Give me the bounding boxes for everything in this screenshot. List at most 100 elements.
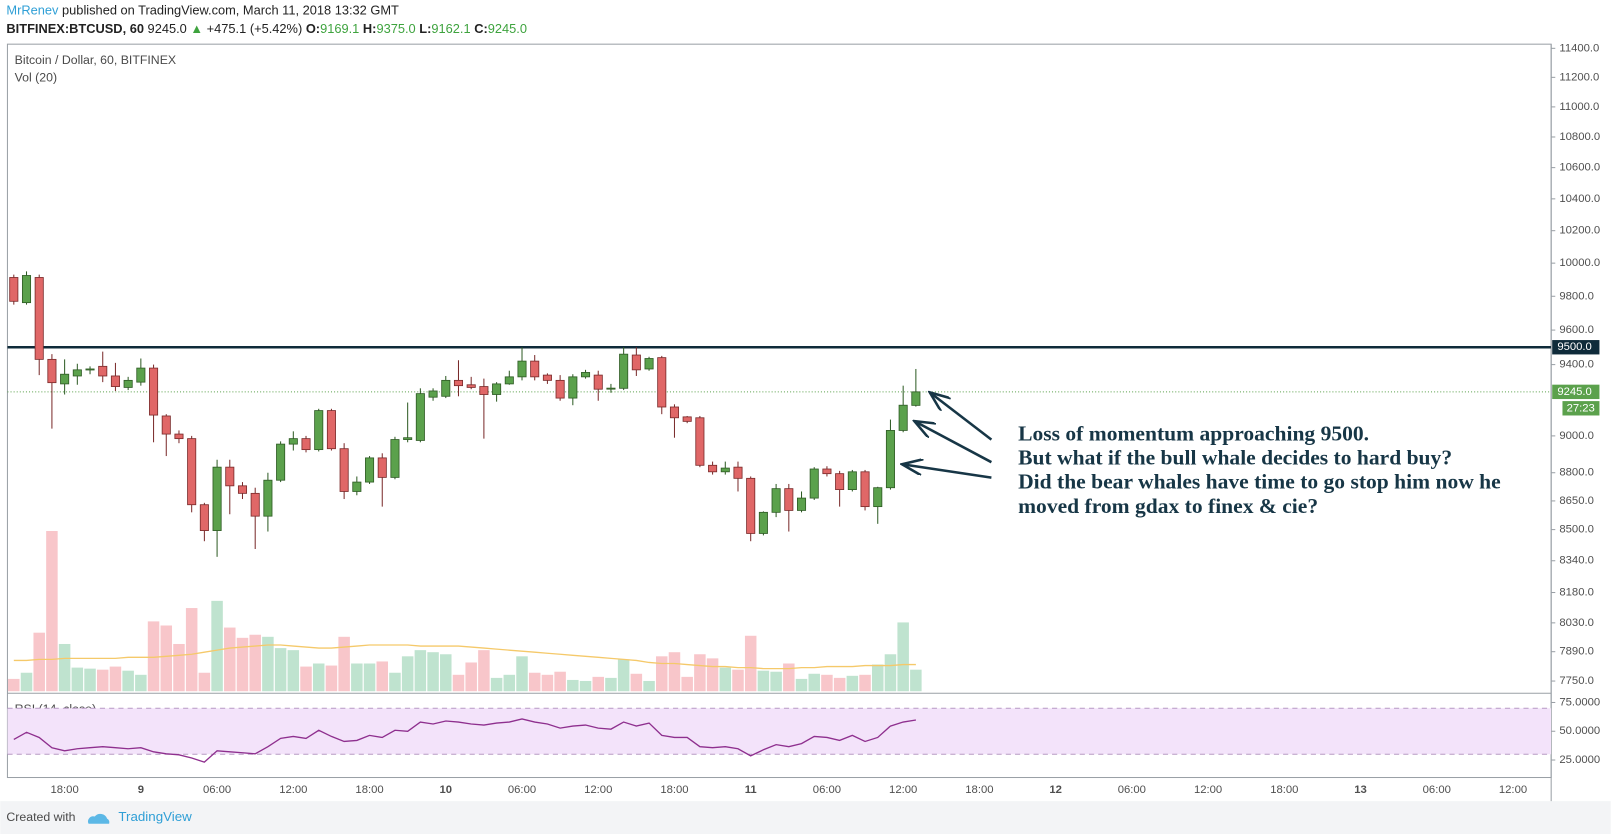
- publish-line: MrRenev published on TradingView.com, Ma…: [6, 3, 399, 18]
- volume-bar: [808, 673, 820, 692]
- x-tick-label: 11: [745, 784, 757, 796]
- volume-bar: [795, 678, 808, 692]
- x-tick-label: 06:00: [1118, 784, 1146, 796]
- high-label: H:: [363, 21, 377, 36]
- candle-body: [21, 275, 32, 304]
- y-tick-label: 11400.0: [1559, 42, 1599, 54]
- volume-bar: [630, 673, 643, 692]
- close-label: C:: [474, 21, 488, 36]
- logo: [88, 813, 110, 824]
- rsi-tick-label: 25.0000: [1559, 754, 1600, 766]
- published: published on TradingView.com, March 11, …: [62, 3, 399, 18]
- volume-bar: [173, 643, 185, 692]
- x-tick-label: 06:00: [203, 784, 231, 796]
- volume-bar: [643, 680, 655, 692]
- y-tick-label: 9800.0: [1559, 290, 1594, 302]
- y-tick-label: 10800.0: [1559, 131, 1600, 143]
- volume-bar: [135, 674, 147, 692]
- volume-bar: [617, 659, 630, 692]
- volume-bar: [325, 665, 338, 692]
- candle-body: [453, 379, 464, 387]
- y-tick-label: 8650.0: [1559, 495, 1594, 507]
- candle-body: [441, 379, 451, 397]
- volume-bar: [312, 663, 325, 692]
- y-tick-label: 8800.0: [1559, 467, 1594, 479]
- y-tick-label: 9400.0: [1559, 359, 1594, 371]
- volume-bar: [732, 669, 744, 692]
- candle-body: [123, 379, 133, 388]
- candle-body: [835, 473, 845, 490]
- candle-body: [377, 457, 387, 478]
- volume-bar: [656, 656, 668, 692]
- y-tick-label: 11200.0: [1559, 71, 1599, 83]
- volume-bar: [198, 672, 211, 692]
- candle-body: [631, 354, 641, 371]
- candle-body: [581, 372, 591, 378]
- volume-bar: [262, 636, 274, 692]
- volume-bar: [783, 663, 795, 692]
- candle-body: [809, 468, 819, 499]
- volume-bar: [516, 656, 528, 692]
- candle-body: [847, 471, 857, 490]
- x-tick-label: 18:00: [355, 784, 383, 796]
- candle-body: [771, 488, 781, 513]
- volume-bar: [211, 600, 223, 692]
- volume-bar: [33, 632, 45, 692]
- volume-bar: [122, 670, 134, 692]
- volume-bar: [287, 650, 300, 692]
- volume-bar: [440, 654, 452, 692]
- annotation: Loss of momentum approaching 9500.But wh…: [902, 392, 1501, 518]
- volume-bar: [910, 669, 922, 692]
- y-tick-label: 10200.0: [1559, 225, 1600, 237]
- candle-body: [390, 439, 400, 478]
- volume-bar: [300, 666, 312, 692]
- volume-ma-line: [13, 644, 916, 670]
- symbol: BITFINEX:BTCUSD, 60: [6, 21, 144, 36]
- volume-bar: [96, 669, 109, 692]
- volume-bar: [567, 679, 579, 692]
- volume-bar: [579, 680, 592, 692]
- candle-body: [542, 374, 552, 381]
- countdown-tag: [1562, 401, 1600, 416]
- open: 9169.1: [320, 21, 359, 36]
- x-tick-label: 12:00: [584, 784, 612, 796]
- candle-body: [288, 438, 298, 445]
- x-tick-label: 18:00: [1270, 784, 1298, 796]
- candle-body: [466, 384, 476, 388]
- candle-body: [708, 464, 718, 473]
- y-tick-label: 11000.0: [1559, 101, 1599, 113]
- brand[interactable]: TradingView: [118, 809, 192, 824]
- rsi-tick-label: 50.0000: [1559, 725, 1600, 737]
- y-tick-label: 7890.0: [1559, 646, 1594, 658]
- x-tick-label: 10: [439, 784, 452, 796]
- high: 9375.0: [376, 21, 415, 36]
- candle-body: [644, 358, 654, 370]
- volume-bar: [109, 666, 122, 692]
- candle-body: [85, 368, 95, 371]
- candle-body: [720, 467, 730, 473]
- candle-body: [885, 430, 895, 489]
- volume-bar: [338, 636, 350, 692]
- y-tick-label: 10000.0: [1559, 257, 1600, 269]
- annotation-line: Loss of momentum approaching 9500.: [1018, 421, 1369, 445]
- volume-bar: [757, 670, 770, 692]
- low-label: L:: [419, 21, 431, 36]
- candle-body: [479, 386, 489, 395]
- x-tick-label: 18:00: [660, 784, 688, 796]
- x-tick-label: 9: [138, 784, 144, 796]
- volume-bar: [236, 637, 249, 692]
- candle-body: [136, 367, 146, 383]
- author[interactable]: MrRenev: [6, 3, 59, 18]
- volume-bar: [8, 678, 20, 692]
- candle-body: [34, 277, 44, 360]
- candle-body: [199, 504, 209, 531]
- created-with: Created with: [6, 810, 75, 824]
- candle-body: [72, 369, 82, 377]
- volume-bar: [541, 674, 554, 692]
- candle-body: [911, 391, 921, 406]
- volume-bar: [503, 674, 516, 692]
- volume-bar: [719, 667, 732, 692]
- candle-body: [174, 433, 184, 440]
- volume-bar: [681, 676, 693, 692]
